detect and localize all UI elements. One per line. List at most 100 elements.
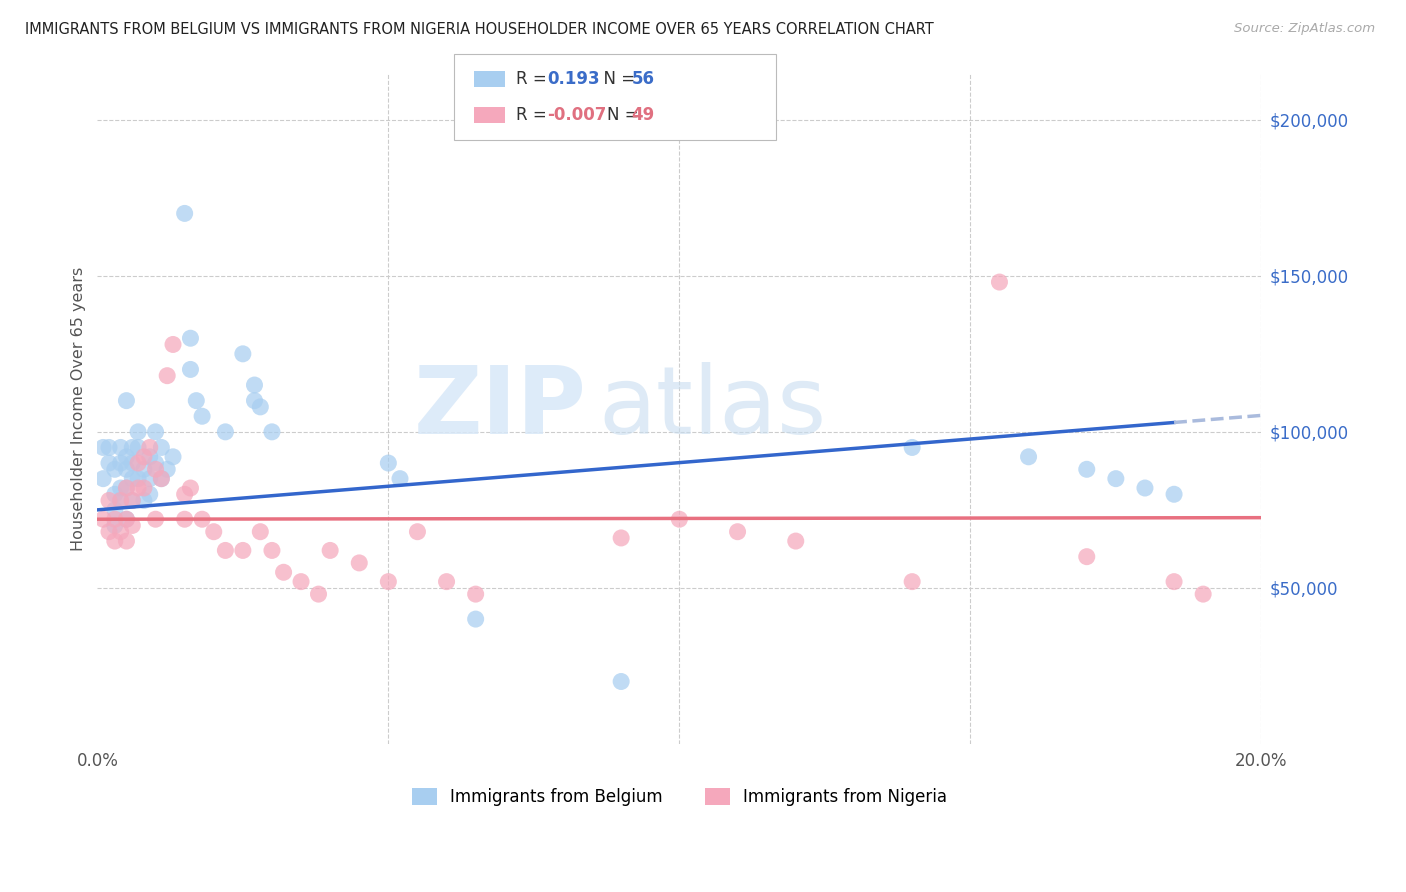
Point	[988, 275, 1011, 289]
Point	[104, 503, 127, 517]
Point	[273, 566, 295, 580]
Point	[173, 512, 195, 526]
Point	[406, 524, 429, 539]
Point	[110, 456, 132, 470]
Point	[191, 512, 214, 526]
Point	[186, 393, 208, 408]
Point	[110, 441, 132, 455]
Point	[349, 556, 371, 570]
Point	[98, 441, 121, 455]
Text: R =: R =	[516, 106, 553, 124]
Point	[214, 543, 236, 558]
Point	[464, 587, 486, 601]
Point	[179, 481, 201, 495]
Point	[127, 472, 149, 486]
Point	[115, 393, 138, 408]
Point	[156, 462, 179, 476]
Point	[785, 534, 807, 549]
Point	[132, 493, 155, 508]
Text: -0.007: -0.007	[547, 106, 606, 124]
Point	[1105, 472, 1128, 486]
Text: 56: 56	[631, 70, 654, 87]
Point	[1192, 587, 1215, 601]
Point	[132, 462, 155, 476]
Point	[121, 472, 143, 486]
Point	[1133, 481, 1156, 495]
Point	[610, 674, 633, 689]
Point	[1163, 574, 1185, 589]
Point	[121, 493, 143, 508]
Point	[319, 543, 342, 558]
Point	[179, 331, 201, 345]
Text: 49: 49	[631, 106, 655, 124]
Point	[150, 441, 173, 455]
Point	[121, 441, 143, 455]
Point	[98, 524, 121, 539]
Point	[162, 337, 184, 351]
Point	[138, 450, 160, 464]
Point	[110, 481, 132, 495]
Point	[91, 472, 114, 486]
Point	[260, 543, 283, 558]
Point	[91, 512, 114, 526]
Point	[232, 347, 254, 361]
Text: ZIP: ZIP	[413, 362, 586, 454]
Point	[104, 512, 127, 526]
Point	[121, 493, 143, 508]
Point	[173, 206, 195, 220]
Point	[115, 450, 138, 464]
Point	[115, 534, 138, 549]
Point	[115, 481, 138, 495]
Text: 0.193: 0.193	[547, 70, 599, 87]
Point	[1076, 549, 1098, 564]
Point	[91, 441, 114, 455]
Point	[110, 493, 132, 508]
Point	[173, 487, 195, 501]
Point	[668, 512, 690, 526]
Text: Source: ZipAtlas.com: Source: ZipAtlas.com	[1234, 22, 1375, 36]
Point	[150, 472, 173, 486]
Point	[232, 543, 254, 558]
Point	[127, 456, 149, 470]
Point	[145, 462, 167, 476]
Point	[121, 518, 143, 533]
Point	[110, 524, 132, 539]
Point	[110, 493, 132, 508]
Point	[243, 378, 266, 392]
Point	[145, 512, 167, 526]
Point	[901, 574, 924, 589]
Point	[145, 456, 167, 470]
Text: IMMIGRANTS FROM BELGIUM VS IMMIGRANTS FROM NIGERIA HOUSEHOLDER INCOME OVER 65 YE: IMMIGRANTS FROM BELGIUM VS IMMIGRANTS FR…	[25, 22, 934, 37]
Point	[179, 362, 201, 376]
Point	[121, 456, 143, 470]
Point	[127, 441, 149, 455]
Point	[115, 462, 138, 476]
Point	[156, 368, 179, 383]
Point	[132, 450, 155, 464]
Y-axis label: Householder Income Over 65 years: Householder Income Over 65 years	[72, 267, 86, 550]
Point	[138, 472, 160, 486]
Point	[127, 481, 149, 495]
Point	[436, 574, 458, 589]
Point	[104, 518, 127, 533]
Point	[727, 524, 749, 539]
Point	[145, 425, 167, 439]
Point	[388, 472, 411, 486]
Text: N =: N =	[607, 106, 644, 124]
Point	[104, 487, 127, 501]
Point	[115, 512, 138, 526]
Legend: Immigrants from Belgium, Immigrants from Nigeria: Immigrants from Belgium, Immigrants from…	[405, 781, 953, 813]
Point	[243, 393, 266, 408]
Text: N =: N =	[593, 70, 641, 87]
Point	[115, 481, 138, 495]
Point	[127, 425, 149, 439]
Point	[214, 425, 236, 439]
Point	[132, 481, 155, 495]
Point	[202, 524, 225, 539]
Text: R =: R =	[516, 70, 553, 87]
Point	[901, 441, 924, 455]
Point	[150, 472, 173, 486]
Point	[377, 456, 399, 470]
Point	[138, 487, 160, 501]
Point	[249, 524, 271, 539]
